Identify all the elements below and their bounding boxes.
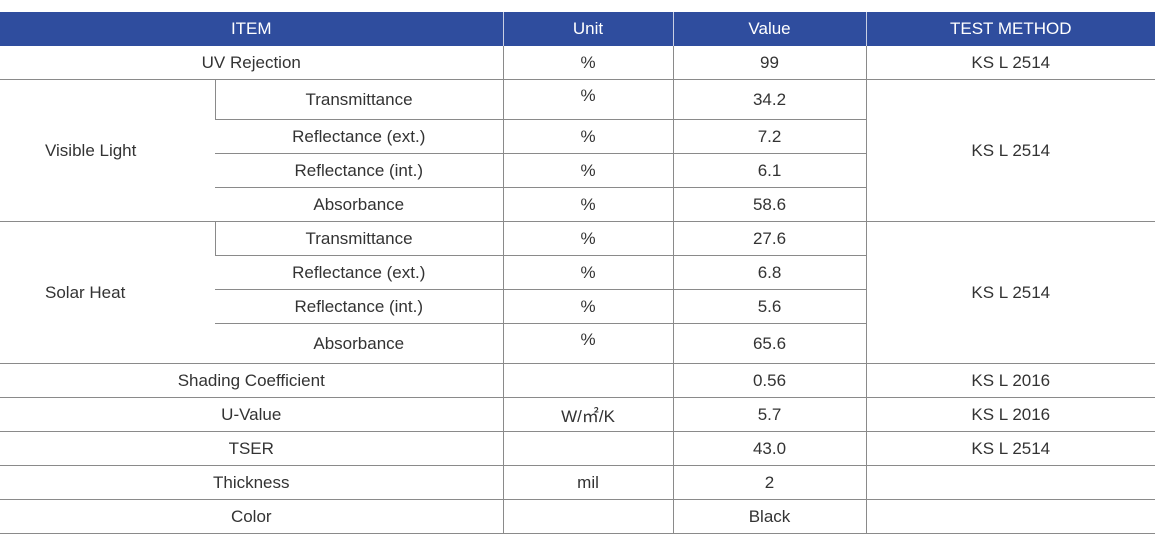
sub-item-label: Transmittance (214, 79, 504, 120)
item-label: TSER (0, 431, 504, 466)
table-row: Visible Light Transmittance % 34.2 KS L … (0, 79, 1155, 222)
group-label: Visible Light (0, 79, 215, 222)
unit-cell: % (502, 187, 674, 222)
table-row: Color Black (0, 499, 1155, 534)
value-cell: 65.6 (672, 323, 867, 364)
value-cell: 27.6 (672, 221, 867, 256)
value-cell: 6.8 (672, 255, 867, 290)
group-label: Solar Heat (0, 221, 215, 364)
unit-cell: % (502, 255, 674, 290)
unit-cell: % (502, 119, 674, 154)
unit-cell: % (502, 323, 674, 364)
method-cell (865, 465, 1155, 500)
value-cell: 7.2 (672, 119, 867, 154)
method-cell (865, 499, 1155, 534)
header-row: ITEM Unit Value TEST METHOD (0, 12, 1155, 46)
item-label: U-Value (0, 397, 504, 432)
table-row: Absorbance % 65.6 (0, 323, 1155, 364)
value-cell: 34.2 (672, 79, 867, 120)
value-cell: 5.7 (672, 397, 867, 432)
header-unit: Unit (502, 12, 674, 46)
spec-table: ITEM Unit Value TEST METHOD UV Rejection… (0, 12, 1155, 534)
method-cell: KS L 2016 (865, 397, 1155, 432)
sub-item-label: Reflectance (int.) (215, 289, 504, 324)
value-cell: 58.6 (672, 187, 867, 222)
value-cell: 0.56 (672, 363, 867, 398)
header-value: Value (672, 12, 867, 46)
item-label: Shading Coefficient (0, 363, 504, 398)
table-row: Reflectance (ext.) % 7.2 (0, 119, 1155, 154)
item-label: Thickness (0, 465, 504, 500)
sub-item-label: Absorbance (215, 323, 504, 364)
sub-item-label: Reflectance (ext.) (215, 255, 504, 290)
table-row: Shading Coefficient 0.56 KS L 2016 (0, 363, 1155, 398)
sub-item-label: Transmittance (214, 221, 504, 256)
method-cell: KS L 2514 (865, 79, 1155, 222)
value-cell: 6.1 (672, 153, 867, 188)
method-cell: KS L 2514 (865, 431, 1155, 466)
table-row: Thickness mil 2 (0, 465, 1155, 500)
unit-cell: % (502, 153, 674, 188)
table-row: Reflectance (int.) % 5.6 (0, 289, 1155, 324)
table-row: Solar Heat Transmittance % 27.6 KS L 251… (0, 221, 1155, 364)
method-cell: KS L 2016 (865, 363, 1155, 398)
unit-cell: % (502, 289, 674, 324)
value-cell: 5.6 (672, 289, 867, 324)
table-row: U-Value W/㎡/K 5.7 KS L 2016 (0, 397, 1155, 432)
item-label: UV Rejection (0, 46, 504, 80)
unit-cell (502, 363, 674, 398)
unit-cell: mil (502, 465, 674, 500)
value-cell: Black (672, 499, 867, 534)
unit-cell: % (502, 79, 674, 120)
table-row: UV Rejection % 99 KS L 2514 (0, 46, 1155, 80)
header-item: ITEM (0, 12, 504, 46)
value-cell: 43.0 (672, 431, 867, 466)
sub-item-label: Absorbance (215, 187, 504, 222)
unit-cell (502, 431, 674, 466)
method-cell: KS L 2514 (865, 46, 1155, 80)
value-cell: 99 (672, 46, 867, 80)
unit-cell: % (502, 221, 674, 256)
method-cell: KS L 2514 (865, 221, 1155, 364)
header-test-method: TEST METHOD (865, 12, 1155, 46)
sub-item-label: Reflectance (ext.) (215, 119, 504, 154)
table-row: Reflectance (int.) % 6.1 (0, 153, 1155, 188)
unit-cell (502, 499, 674, 534)
table-row: Reflectance (ext.) % 6.8 (0, 255, 1155, 290)
table-row: TSER 43.0 KS L 2514 (0, 431, 1155, 466)
item-label: Color (0, 499, 504, 534)
table-row: Absorbance % 58.6 (0, 187, 1155, 222)
value-cell: 2 (672, 465, 867, 500)
unit-cell: % (502, 46, 674, 80)
unit-cell: W/㎡/K (502, 397, 674, 432)
sub-item-label: Reflectance (int.) (215, 153, 504, 188)
